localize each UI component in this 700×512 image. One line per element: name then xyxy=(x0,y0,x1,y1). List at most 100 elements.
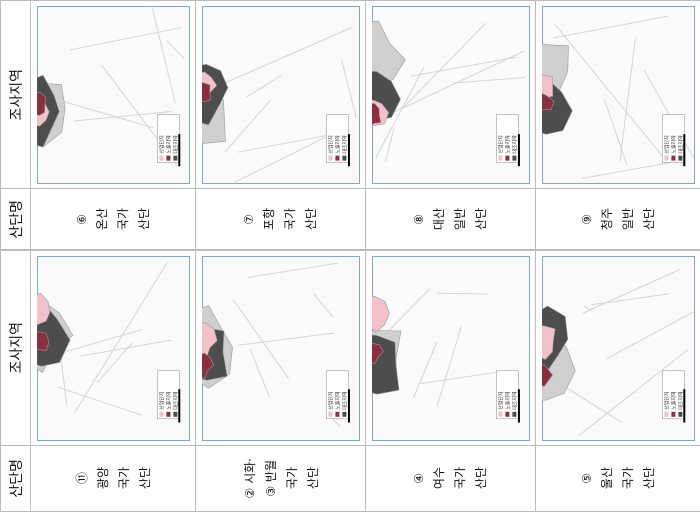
map-line xyxy=(74,261,168,413)
name-part: 국가 xyxy=(284,467,299,490)
map-line xyxy=(232,299,289,379)
legend-label: 노출지역 xyxy=(504,391,511,409)
name-text: ② 시화· ③ 반월 국가 산단 xyxy=(241,458,321,498)
map-line xyxy=(166,39,184,59)
name-part: 온산 xyxy=(94,207,109,231)
map: 산업단지 노출지역 대조지역 xyxy=(371,255,530,441)
map-line xyxy=(313,293,333,317)
name-part: 산단 xyxy=(641,467,656,490)
map-line xyxy=(410,56,516,77)
industrial-area xyxy=(371,295,390,333)
map-line xyxy=(605,310,694,359)
name-part: 청주 xyxy=(599,207,614,231)
legend-label: 산업단지 xyxy=(327,391,334,409)
map-cell: 산업단지 노출지역 대조지역 xyxy=(535,250,700,446)
legend-label: 산업단지 xyxy=(497,135,504,153)
legend-swatch xyxy=(497,155,502,161)
map: 산업단지 노출지역 대조지역 xyxy=(36,5,190,184)
legend-label: 산업단지 xyxy=(158,135,165,153)
header-label: 조사지역 xyxy=(8,322,25,374)
legend-label: 산업단지 xyxy=(327,135,334,153)
legend-swatch xyxy=(497,411,502,417)
map-line xyxy=(78,339,171,357)
legend: 산업단지 노출지역 대조지역 xyxy=(156,113,180,163)
legend-label: 대조지역 xyxy=(341,135,348,153)
name-part: 산단 xyxy=(305,467,320,490)
name-part: 국가 xyxy=(620,467,635,490)
name-part: 산단 xyxy=(138,467,152,490)
exposure-area xyxy=(371,102,381,125)
name-part: ⑪ xyxy=(75,472,89,485)
map-line xyxy=(237,332,334,346)
exposure-area xyxy=(541,92,554,111)
name-part: ⑨ xyxy=(579,213,594,225)
map: 산업단지 노출지역 대조지역 xyxy=(541,255,695,441)
legend-label: 대조지역 xyxy=(172,135,179,153)
legend-label: 노출지역 xyxy=(670,135,677,153)
name-part: 대산 xyxy=(432,207,446,231)
name-text: ⑥ 온산 국가 산단 xyxy=(75,208,152,230)
legend-swatch xyxy=(341,155,346,161)
name-cell: ⑧ 대산 일반 산단 xyxy=(365,188,536,250)
exposure-area xyxy=(541,364,553,387)
header-text: 산단명 xyxy=(6,459,26,498)
header-cell: 조사지역 xyxy=(0,250,31,446)
legend-swatch xyxy=(341,411,346,417)
legend-swatch xyxy=(504,155,509,161)
name-part: ② 시화· xyxy=(242,458,257,499)
legend: 산업단지 노출지역 대조지역 xyxy=(495,113,519,163)
name-text: ⑨ 청주 일반 산단 xyxy=(580,208,657,230)
exposure-area xyxy=(36,91,46,116)
legend-label: 산업단지 xyxy=(663,391,670,409)
map-line xyxy=(247,262,338,278)
name-part: 국가 xyxy=(283,207,297,231)
map-line xyxy=(419,370,505,384)
name-cell: ④ 여수 국가 산단 xyxy=(365,445,536,512)
map-line xyxy=(603,98,627,165)
map: 산업단지 노출지역 대조지역 xyxy=(201,255,360,441)
name-part: ⑤ xyxy=(579,473,594,484)
map-line xyxy=(582,304,592,311)
legend-swatch xyxy=(172,411,177,417)
map-line xyxy=(95,342,133,383)
name-part: 국가 xyxy=(453,467,467,490)
legend-label: 노출지역 xyxy=(504,135,511,153)
map-cell: 산업단지 노출지역 대조지역 xyxy=(365,0,536,189)
name-part: 포항 xyxy=(262,207,276,231)
name-part: 일반 xyxy=(453,207,467,231)
map-line xyxy=(401,22,486,109)
name-part: 국가 xyxy=(115,207,130,231)
name-part: ⑧ xyxy=(412,213,426,225)
name-part: 산단 xyxy=(136,207,151,231)
legend-label: 산업단지 xyxy=(158,391,165,409)
map-line xyxy=(380,287,431,339)
legend: 산업단지 노출지역 대조지역 xyxy=(661,370,685,419)
legend-swatch xyxy=(334,155,339,161)
map-line xyxy=(374,66,424,158)
legend-label: 대조지역 xyxy=(677,391,684,409)
map: 산업단지 노출지역 대조지역 xyxy=(36,255,190,441)
header-text: 산단명 xyxy=(6,200,26,239)
map-line xyxy=(245,74,282,97)
map: 산업단지 노출지역 대조지역 xyxy=(541,5,695,184)
name-cell: ⑪ 광양 국가 산단 xyxy=(30,445,196,512)
map: 산업단지 노출지역 대조지역 xyxy=(371,5,530,184)
name-text: ⑤ 울산 국가 산단 xyxy=(580,467,657,489)
header-cell: 산단명 xyxy=(0,445,31,512)
legend-swatch xyxy=(677,411,682,417)
legend-swatch xyxy=(165,411,170,417)
map-cell: 산업단지 노출지역 대조지역 xyxy=(30,250,196,446)
header-cell: 조사지역 xyxy=(0,0,31,189)
map-line xyxy=(590,293,668,305)
legend-swatch xyxy=(511,155,516,161)
legend-label: 대조지역 xyxy=(511,391,518,409)
legend-swatch xyxy=(670,155,675,161)
legend-swatch xyxy=(172,155,177,161)
name-part: 산단 xyxy=(474,467,488,490)
name-part: 국가 xyxy=(117,467,131,490)
map-line xyxy=(553,23,667,162)
name-text: ⑪ 광양 국가 산단 xyxy=(73,467,153,489)
legend-swatch xyxy=(511,411,516,417)
legend-swatch xyxy=(663,411,668,417)
map-line xyxy=(234,130,338,183)
